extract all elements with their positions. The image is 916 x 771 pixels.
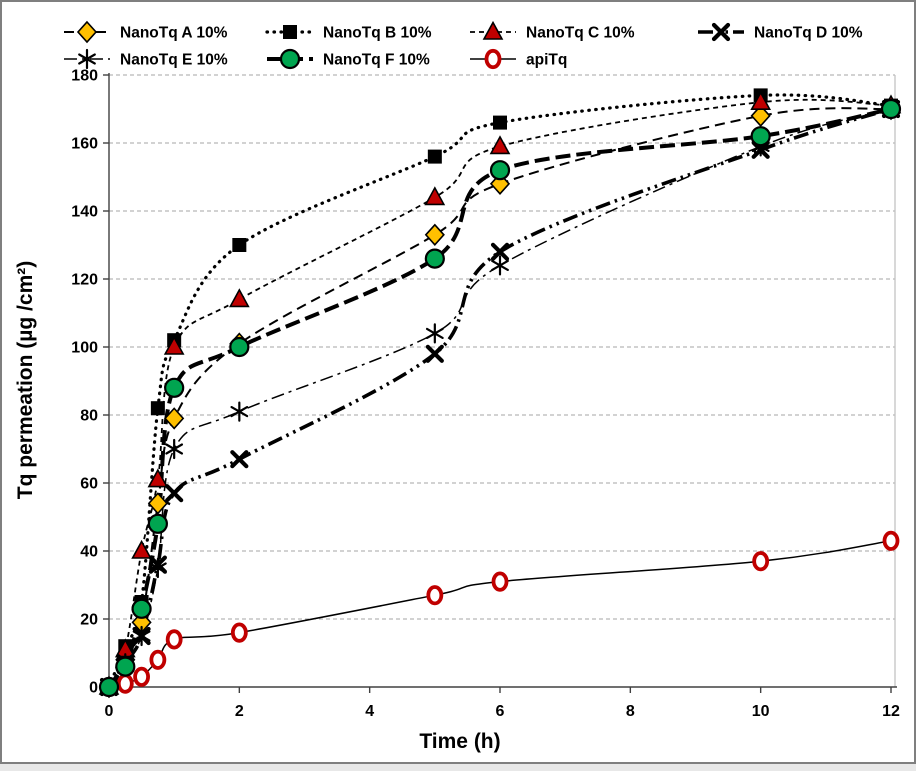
y-tick-label-160: 160 <box>71 136 98 153</box>
y-tick-label-120: 120 <box>71 272 98 289</box>
circle-marker-nanotq-f-10pct <box>424 248 445 269</box>
asterisk-marker-nanotq-e-10pct <box>425 323 444 344</box>
legend-diamond-icon <box>76 20 98 44</box>
xmark-marker-nanotq-d-10pct <box>230 450 249 469</box>
ring-marker-apitq <box>752 551 770 572</box>
y-tick-label-20: 20 <box>80 612 98 629</box>
markers-apitq <box>100 530 900 698</box>
ring-marker-apitq <box>491 571 509 592</box>
legend-label-nanotq-e-10pct: NanoTq E 10% <box>120 52 228 69</box>
markers-nanotq-f-10pct <box>98 98 902 698</box>
square-marker-nanotq-b-10pct <box>427 149 442 164</box>
series-line-nanotq-e-10pct <box>108 108 892 688</box>
x-tick-label-6: 6 <box>496 703 505 720</box>
legend-asterisk-icon <box>78 48 96 70</box>
xmark-marker-nanotq-d-10pct <box>490 242 510 261</box>
legend-item-nanotq-d-10pct: NanoTq D 10% <box>698 22 863 42</box>
series-line-apitq <box>108 540 892 688</box>
triangle-marker-nanotq-c-10pct <box>163 335 185 355</box>
asterisk-marker-nanotq-e-10pct <box>491 255 509 276</box>
legend-item-nanotq-a-10pct: NanoTq A 10% <box>64 20 228 44</box>
x-axis-title: Time (h) <box>419 730 500 753</box>
legend-item-nanotq-c-10pct: NanoTq C 10% <box>470 20 635 42</box>
circle-marker-nanotq-f-10pct <box>131 598 152 619</box>
legend-label-nanotq-c-10pct: NanoTq C 10% <box>526 25 635 42</box>
ring-marker-apitq <box>165 629 183 650</box>
triangle-marker-nanotq-c-10pct <box>750 91 772 110</box>
axis-ticks-and-labels: 0 20 40 60 80 100 120 140 160 180 0 2 4 6 8 10 12 <box>71 68 900 721</box>
legend-item-apitq: apiTq <box>470 48 567 70</box>
legend-label-nanotq-b-10pct: NanoTq B 10% <box>323 25 432 42</box>
circle-marker-nanotq-f-10pct <box>98 676 120 698</box>
y-gridlines <box>109 74 895 620</box>
series-line-nanotq-d-10pct <box>107 107 892 689</box>
x-tick-label-10: 10 <box>752 703 770 720</box>
xmark-marker-nanotq-d-10pct <box>425 344 444 363</box>
ring-marker-apitq <box>882 530 900 551</box>
ring-marker-apitq <box>230 622 248 643</box>
legend-label-nanotq-a-10pct: NanoTq A 10% <box>120 25 228 42</box>
legend-label-nanotq-d-10pct: NanoTq D 10% <box>754 25 863 42</box>
y-axis-title: Tq permeation (µg /cm²) <box>14 261 37 499</box>
legend-ring-icon <box>484 48 502 70</box>
diamond-marker-nanotq-a-10pct <box>147 492 168 515</box>
diamond-marker-nanotq-a-10pct <box>424 223 445 246</box>
ring-marker-apitq <box>133 666 150 687</box>
square-marker-nanotq-b-10pct <box>150 401 165 416</box>
diamond-marker-nanotq-a-10pct <box>164 407 185 430</box>
y-tick-label-100: 100 <box>71 340 98 357</box>
series-line-nanotq-c-10pct <box>108 98 892 688</box>
y-tick-label-140: 140 <box>71 204 98 221</box>
x-tick-label-0: 0 <box>105 703 114 720</box>
ring-marker-apitq <box>426 585 444 606</box>
markers-nanotq-a-10pct <box>98 97 902 699</box>
y-tick-label-60: 60 <box>80 476 98 493</box>
y-tick-label-180: 180 <box>71 68 98 85</box>
x-tick-label-4: 4 <box>365 703 374 720</box>
legend-xmark-icon <box>711 22 731 42</box>
y-tick-label-40: 40 <box>80 544 98 561</box>
ring-marker-apitq <box>116 673 134 694</box>
circle-marker-nanotq-f-10pct <box>164 377 185 398</box>
circle-marker-nanotq-f-10pct <box>750 126 771 147</box>
circle-marker-nanotq-f-10pct <box>489 160 511 181</box>
legend: NanoTq A 10% NanoTq B 10% NanoTq C 10% Nano… <box>64 20 863 70</box>
diamond-marker-nanotq-a-10pct <box>750 104 771 127</box>
asterisk-marker-nanotq-e-10pct <box>148 557 167 579</box>
legend-label-apitq: apiTq <box>526 52 567 69</box>
legend-label-nanotq-f-10pct: NanoTq F 10% <box>323 52 430 69</box>
square-marker-nanotq-b-10pct <box>232 238 247 252</box>
asterisk-marker-nanotq-e-10pct <box>230 401 249 422</box>
series-markers <box>98 88 902 699</box>
legend-item-nanotq-f-10pct: NanoTq F 10% <box>267 48 430 70</box>
ring-marker-apitq <box>149 649 167 670</box>
legend-square-icon <box>283 25 297 39</box>
legend-triangle-icon <box>482 20 504 40</box>
x-tick-label-8: 8 <box>626 703 635 720</box>
legend-item-nanotq-b-10pct: NanoTq B 10% <box>265 25 432 42</box>
y-tick-label-80: 80 <box>80 408 98 425</box>
asterisk-marker-nanotq-e-10pct <box>165 438 184 460</box>
triangle-marker-nanotq-c-10pct <box>489 135 511 155</box>
chart-built-content: 0 20 40 60 80 100 120 140 160 180 0 2 4 6 8 10 12 NanoTq … <box>64 20 902 721</box>
triangle-marker-nanotq-c-10pct <box>424 186 446 206</box>
square-marker-nanotq-b-10pct <box>493 115 507 130</box>
circle-marker-nanotq-f-10pct <box>880 98 902 120</box>
x-tick-label-2: 2 <box>235 703 244 720</box>
triangle-marker-nanotq-c-10pct <box>147 468 169 488</box>
xmark-marker-nanotq-d-10pct <box>165 484 184 503</box>
triangle-marker-nanotq-c-10pct <box>131 539 152 559</box>
circle-marker-nanotq-f-10pct <box>115 656 136 677</box>
series-line-nanotq-f-10pct <box>107 107 892 689</box>
asterisk-marker-nanotq-e-10pct <box>132 625 151 647</box>
legend-circle-icon <box>279 48 301 70</box>
x-tick-label-12: 12 <box>882 703 900 720</box>
y-tick-label-0: 0 <box>89 680 98 697</box>
circle-marker-nanotq-f-10pct <box>229 336 250 358</box>
circle-marker-nanotq-f-10pct <box>147 513 168 534</box>
legend-item-nanotq-e-10pct: NanoTq E 10% <box>64 48 228 70</box>
triangle-marker-nanotq-c-10pct <box>228 288 250 308</box>
